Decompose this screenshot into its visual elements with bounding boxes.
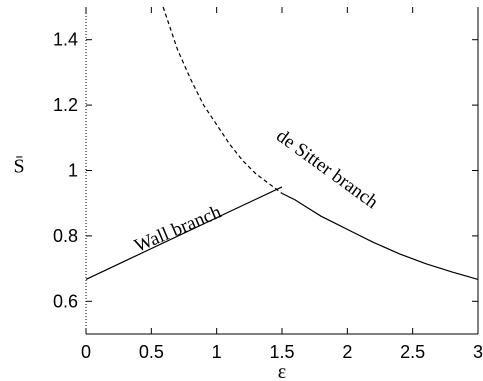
x-tick-label: 2.5 [400,342,425,362]
x-tick-label: 1 [212,342,222,362]
series-layer [85,6,479,280]
x-tick-label: 0 [81,342,91,362]
series-line-de-sitter-branch-solid [281,192,479,280]
x-tick-label: 0.5 [139,342,164,362]
y-tick-label: 0.6 [53,291,78,311]
y-tick-label: 0.8 [53,226,78,246]
y-tick-label: 1 [68,161,78,181]
x-tick-label: 2 [342,342,352,362]
x-tick-label: 3 [473,342,483,362]
x-axis-label: ε [278,361,286,381]
x-tick-label: 1.5 [269,342,294,362]
y-axis-label: S̄ [13,156,24,178]
series-line-wall-branch-solid [85,186,283,280]
y-tick-label: 1.4 [53,30,78,50]
series-line-de-sitter-branch-dashed [162,6,283,194]
ticks: 0 0.5 1 1.5 2 2.5 3 0.6 0.8 1 1.2 1.4 [53,7,483,362]
y-tick-label: 1.2 [53,95,78,115]
